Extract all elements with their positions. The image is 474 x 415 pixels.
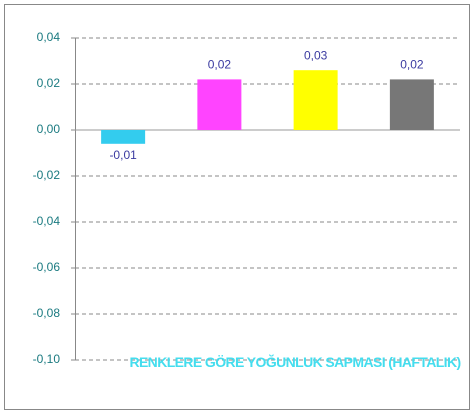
y-tick-label: -0,04 <box>33 214 61 228</box>
y-tick-label: -0,02 <box>33 168 61 182</box>
bar <box>101 130 146 144</box>
y-tick-label: -0,06 <box>33 260 61 274</box>
chart-title: RENKLERE GÖRE YOĞUNLUK SAPMASI (HAFTALIK… <box>129 354 461 370</box>
value-label: 0,02 <box>400 58 424 72</box>
bar <box>293 70 338 130</box>
y-tick-label: -0,10 <box>33 352 61 366</box>
bar <box>197 79 242 130</box>
y-tick-label: 0,00 <box>37 122 61 136</box>
y-tick-label: -0,08 <box>33 306 61 320</box>
y-tick-label: 0,02 <box>37 76 61 90</box>
value-label: 0,02 <box>208 58 232 72</box>
value-label: 0,03 <box>304 48 328 62</box>
value-label: -0,01 <box>109 148 137 162</box>
bar <box>389 79 434 130</box>
y-tick-label: 0,04 <box>37 30 61 44</box>
frame <box>4 4 470 410</box>
